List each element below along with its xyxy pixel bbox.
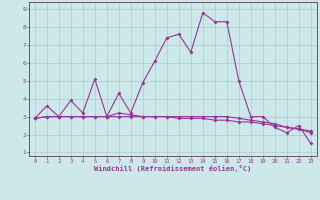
X-axis label: Windchill (Refroidissement éolien,°C): Windchill (Refroidissement éolien,°C) [94, 165, 252, 172]
